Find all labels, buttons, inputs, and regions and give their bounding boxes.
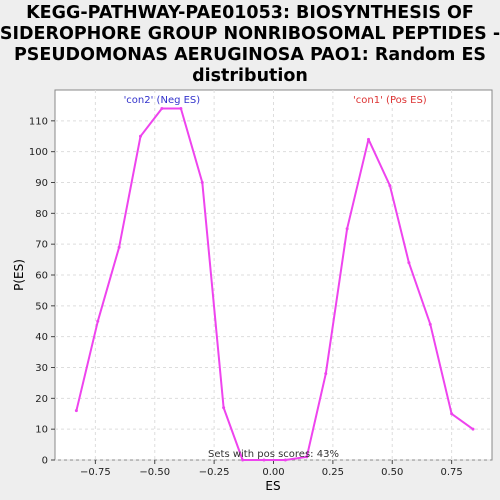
y-tick-label: 10 bbox=[35, 425, 48, 436]
chart-title-line-1: KEGG-PATHWAY-PAE01053: BIOSYNTHESIS OF bbox=[26, 3, 474, 23]
y-tick-label: 0 bbox=[42, 456, 48, 467]
x-tick-label: −0.25 bbox=[199, 467, 230, 478]
y-tick-label: 70 bbox=[35, 240, 48, 251]
es-data-point bbox=[222, 406, 226, 410]
chart-title-line-2: SIDEROPHORE GROUP NONRIBOSOMAL PEPTIDES … bbox=[0, 24, 500, 44]
pos-scores-text: Sets with pos scores: 43% bbox=[208, 449, 339, 460]
es-data-point bbox=[262, 458, 266, 462]
y-tick-label: 90 bbox=[35, 178, 48, 189]
chart-title-line-4: distribution bbox=[192, 66, 308, 86]
es-data-point bbox=[74, 409, 78, 413]
x-tick-label: 0.25 bbox=[322, 467, 344, 478]
x-axis-label: ES bbox=[265, 479, 280, 493]
y-tick-label: 100 bbox=[29, 147, 48, 158]
es-data-point bbox=[117, 245, 121, 249]
x-tick-label: −0.50 bbox=[139, 467, 170, 478]
neg-es-label: 'con2' (Neg ES) bbox=[124, 95, 201, 106]
chart-title: KEGG-PATHWAY-PAE01053: BIOSYNTHESIS OF S… bbox=[0, 3, 500, 86]
x-tick-label: 0.50 bbox=[381, 467, 403, 478]
es-data-point bbox=[324, 372, 328, 376]
x-tick-label: −0.75 bbox=[80, 467, 111, 478]
x-tick-label: 0.00 bbox=[262, 467, 284, 478]
chart-title-line-3: PSEUDOMONAS AERUGINOSA PAO1: Random ES bbox=[14, 45, 486, 65]
y-tick-label: 20 bbox=[35, 394, 48, 405]
es-data-point bbox=[139, 134, 142, 138]
es-data-point bbox=[179, 107, 183, 110]
es-data-point bbox=[450, 412, 454, 416]
es-data-point bbox=[283, 458, 287, 462]
y-tick-label: 50 bbox=[35, 301, 48, 312]
es-data-point bbox=[305, 455, 309, 459]
axes: 0 10 20 30 40 50 60 70 80 90 100 110 −0.75 −0.50 −0.25… bbox=[29, 116, 463, 478]
y-tick-label: 40 bbox=[35, 332, 48, 343]
y-tick-label: 110 bbox=[29, 116, 48, 127]
es-data-point bbox=[471, 427, 475, 431]
y-tick-label: 80 bbox=[35, 209, 48, 220]
annotations: 'con2' (Neg ES) 'con1' (Pos ES) Sets wit… bbox=[124, 95, 427, 460]
es-data-point bbox=[241, 458, 245, 462]
series-group bbox=[74, 107, 475, 462]
es-data-point bbox=[345, 227, 349, 231]
es-data-point bbox=[160, 107, 164, 110]
pos-es-label: 'con1' (Pos ES) bbox=[353, 95, 427, 106]
y-axis-label: P(ES) bbox=[12, 259, 26, 291]
es-data-point bbox=[407, 261, 411, 265]
es-data-point bbox=[428, 322, 432, 326]
y-tick-label: 60 bbox=[35, 271, 48, 282]
es-data-point bbox=[96, 319, 100, 323]
es-distribution-line bbox=[75, 107, 474, 461]
es-data-point bbox=[200, 181, 204, 184]
es-data-point bbox=[388, 184, 392, 188]
x-tick-label: 0.75 bbox=[440, 467, 462, 478]
grid-lines bbox=[55, 90, 492, 461]
es-data-point bbox=[367, 137, 370, 141]
y-tick-label: 30 bbox=[35, 363, 48, 374]
